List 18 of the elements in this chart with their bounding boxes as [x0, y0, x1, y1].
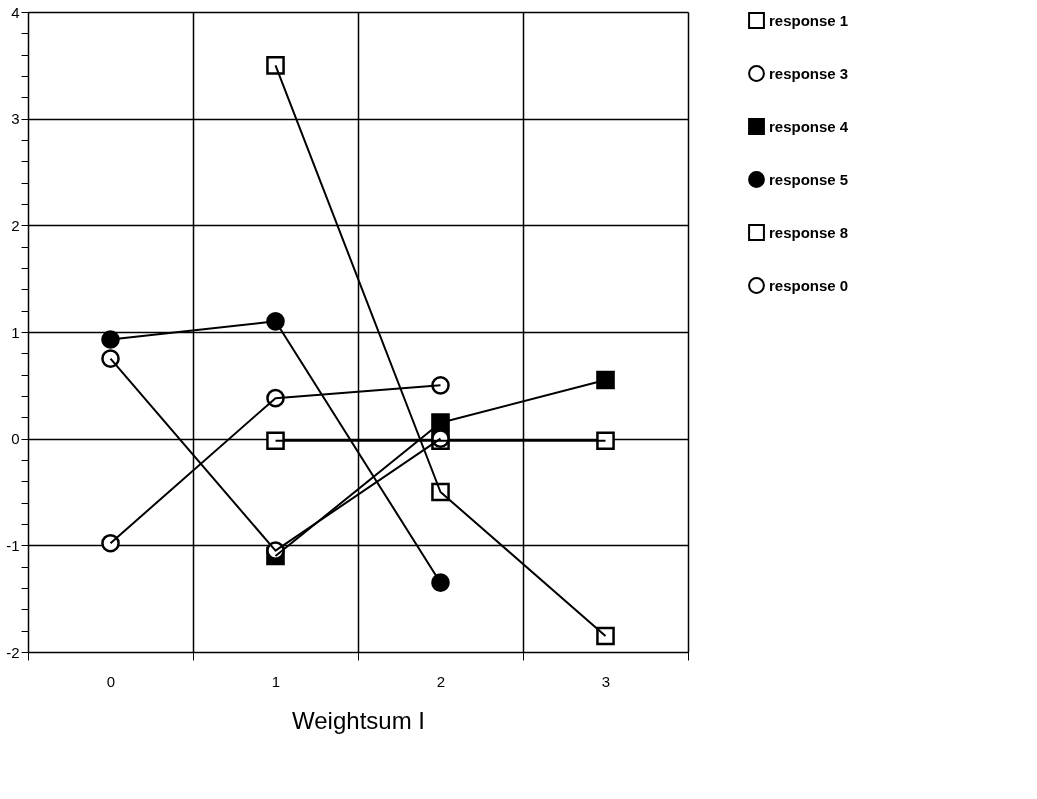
legend-label: response 3 [769, 64, 849, 82]
x-tick-label: 1 [271, 672, 281, 690]
y-tick-label: 0 [11, 430, 20, 448]
legend-label: response 5 [769, 170, 849, 188]
y-tick-label: 2 [11, 216, 20, 234]
x-tick-label: 3 [601, 672, 611, 690]
y-tick-label: 1 [11, 323, 20, 341]
y-tick-label: 3 [11, 110, 20, 128]
y-tick-label: -2 [6, 643, 20, 661]
legend-label: response 1 [769, 11, 849, 29]
legend-label: response 0 [769, 276, 849, 294]
y-tick-label: 4 [11, 3, 20, 21]
legend-label: response 8 [769, 223, 849, 241]
x-tick-label: 2 [436, 672, 446, 690]
y-tick-label: -1 [6, 536, 20, 554]
x-axis-title: Weightsum I [292, 706, 425, 734]
legend-label: response 4 [769, 117, 849, 135]
x-tick-label: 0 [106, 672, 116, 690]
